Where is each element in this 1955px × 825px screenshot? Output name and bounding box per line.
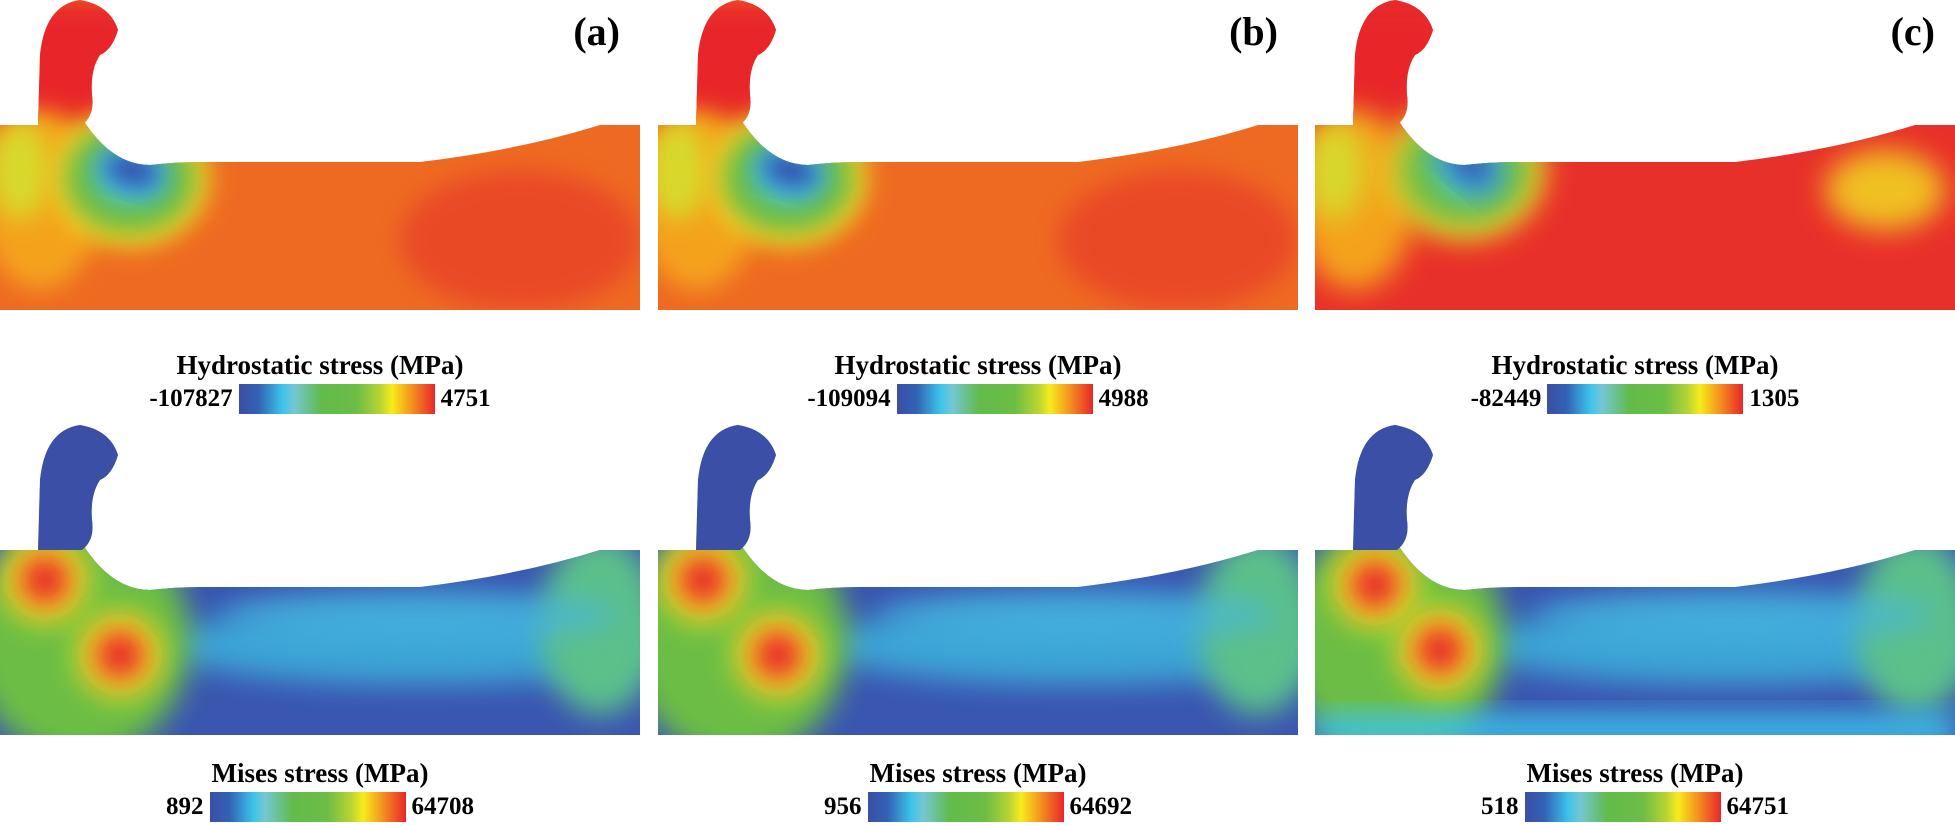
hydrostatic-contour-plot bbox=[0, 0, 640, 310]
colorbar-gradient bbox=[867, 792, 1064, 822]
colorbar-title: Mises stress (MPa) bbox=[1526, 758, 1744, 788]
panel-label: (a) bbox=[573, 9, 620, 54]
figure-panel: (b) Hydrostatic stress (MPa) -109094 4988… bbox=[658, 0, 1298, 825]
colorbar-max: 4988 bbox=[1098, 385, 1149, 412]
figure-panel: (a) Hydrostatic stress (MPa) -107827 4751… bbox=[0, 0, 640, 825]
mises-colorbar: Mises stress (MPa) 892 64708 bbox=[0, 758, 640, 822]
colorbar-title: Hydrostatic stress (MPa) bbox=[176, 350, 464, 380]
colorbar-title: Hydrostatic stress (MPa) bbox=[1491, 350, 1779, 380]
figure-panel: (c) Hydrostatic stress (MPa) -82449 1305 … bbox=[1315, 0, 1955, 825]
colorbar-min: 518 bbox=[1481, 793, 1519, 820]
mises-colorbar: Mises stress (MPa) 518 64751 bbox=[1315, 758, 1955, 822]
colorbar-max: 64708 bbox=[411, 793, 475, 820]
colorbar-title: Mises stress (MPa) bbox=[211, 758, 429, 788]
colorbar-min: -109094 bbox=[807, 385, 891, 412]
mises-colorbar: Mises stress (MPa) 956 64692 bbox=[658, 758, 1298, 822]
colorbar-gradient bbox=[1524, 792, 1721, 822]
colorbar-min: 892 bbox=[166, 793, 204, 820]
mises-contour-plot bbox=[658, 425, 1298, 735]
colorbar-max: 4751 bbox=[440, 385, 491, 412]
panel-label: (c) bbox=[1890, 9, 1935, 54]
colorbar-max: 64692 bbox=[1069, 793, 1133, 820]
hydrostatic-contour-plot bbox=[658, 0, 1298, 310]
hydrostatic-colorbar: Hydrostatic stress (MPa) -82449 1305 bbox=[1315, 350, 1955, 414]
colorbar-min: 956 bbox=[824, 793, 862, 820]
colorbar-title: Hydrostatic stress (MPa) bbox=[834, 350, 1122, 380]
colorbar-gradient bbox=[896, 384, 1093, 414]
colorbar-gradient bbox=[1547, 384, 1744, 414]
panel-label: (b) bbox=[1229, 9, 1278, 54]
hydrostatic-colorbar: Hydrostatic stress (MPa) -107827 4751 bbox=[0, 350, 640, 414]
colorbar-min: -82449 bbox=[1470, 385, 1542, 412]
colorbar-gradient bbox=[238, 384, 435, 414]
colorbar-title: Mises stress (MPa) bbox=[869, 758, 1087, 788]
colorbar-min: -107827 bbox=[149, 385, 233, 412]
mises-contour-plot bbox=[0, 425, 640, 735]
colorbar-max: 64751 bbox=[1726, 793, 1790, 820]
colorbar-max: 1305 bbox=[1749, 385, 1800, 412]
colorbar-gradient bbox=[209, 792, 406, 822]
hydrostatic-colorbar: Hydrostatic stress (MPa) -109094 4988 bbox=[658, 350, 1298, 414]
hydrostatic-contour-plot bbox=[1315, 0, 1955, 310]
mises-contour-plot bbox=[1315, 425, 1955, 735]
